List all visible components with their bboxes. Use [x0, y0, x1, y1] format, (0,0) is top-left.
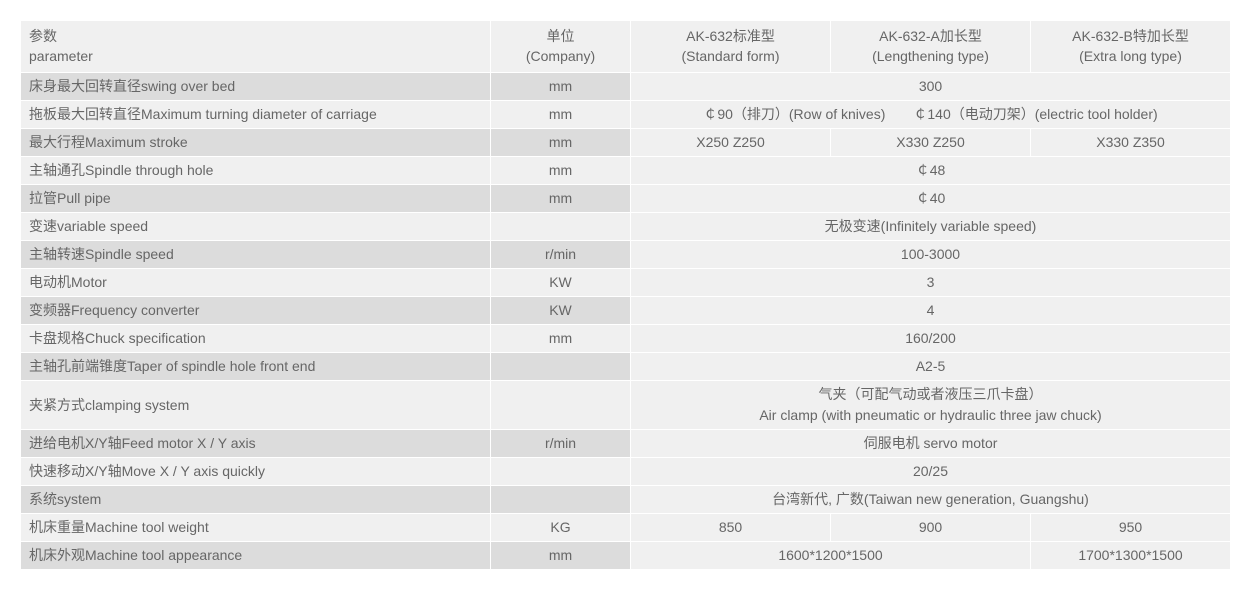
param-cell: 主轴通孔Spindle through hole	[21, 157, 491, 185]
value-line1: 气夹（可配气动或者液压三爪卡盘）	[819, 386, 1043, 402]
table-row: 变频器Frequency converter KW 4	[21, 297, 1231, 325]
value-cell: 900	[831, 514, 1031, 542]
unit-cell: KW	[491, 297, 631, 325]
header-col3: AK-632-B特加长型 (Extra long type)	[1031, 21, 1231, 73]
header-col1-en: (Standard form)	[681, 48, 779, 64]
value-cell: 4	[631, 297, 1231, 325]
table-row: 电动机Motor KW 3	[21, 269, 1231, 297]
header-param-cn: 参数	[29, 28, 57, 44]
table-row: 主轴孔前端锥度Taper of spindle hole front end A…	[21, 353, 1231, 381]
param-cell: 卡盘规格Chuck specification	[21, 325, 491, 353]
value-cell: 160/200	[631, 325, 1231, 353]
param-cell: 最大行程Maximum stroke	[21, 129, 491, 157]
unit-cell: mm	[491, 325, 631, 353]
header-unit: 单位 (Company)	[491, 21, 631, 73]
table-row: 夹紧方式clamping system 气夹（可配气动或者液压三爪卡盘） Air…	[21, 381, 1231, 430]
table-row: 拉管Pull pipe mm ￠40	[21, 185, 1231, 213]
value-cell: 3	[631, 269, 1231, 297]
param-cell: 主轴孔前端锥度Taper of spindle hole front end	[21, 353, 491, 381]
unit-cell: mm	[491, 157, 631, 185]
param-cell: 主轴转速Spindle speed	[21, 241, 491, 269]
unit-cell: mm	[491, 542, 631, 570]
table-row: 主轴通孔Spindle through hole mm ￠48	[21, 157, 1231, 185]
param-cell: 夹紧方式clamping system	[21, 381, 491, 430]
param-cell: 拖板最大回转直径Maximum turning diameter of carr…	[21, 101, 491, 129]
table-row: 主轴转速Spindle speed r/min 100-3000	[21, 241, 1231, 269]
param-cell: 进给电机X/Y轴Feed motor X / Y axis	[21, 430, 491, 458]
param-cell: 快速移动X/Y轴Move X / Y axis quickly	[21, 458, 491, 486]
table-row: 机床外观Machine tool appearance mm 1600*1200…	[21, 542, 1231, 570]
table-row: 拖板最大回转直径Maximum turning diameter of carr…	[21, 101, 1231, 129]
header-col3-en: (Extra long type)	[1079, 48, 1182, 64]
unit-cell: mm	[491, 73, 631, 101]
value-cell: X330 Z350	[1031, 129, 1231, 157]
value-cell: X330 Z250	[831, 129, 1031, 157]
header-col2-cn: AK-632-A加长型	[879, 28, 982, 44]
table-row: 机床重量Machine tool weight KG 850 900 950	[21, 514, 1231, 542]
header-param: 参数 parameter	[21, 21, 491, 73]
param-cell: 拉管Pull pipe	[21, 185, 491, 213]
header-col1-cn: AK-632标准型	[686, 28, 775, 44]
value-cell: A2-5	[631, 353, 1231, 381]
value-cell: 850	[631, 514, 831, 542]
table-header-row: 参数 parameter 单位 (Company) AK-632标准型 (Sta…	[21, 21, 1231, 73]
value-cell: 无极变速(Infinitely variable speed)	[631, 213, 1231, 241]
value-cell: 1700*1300*1500	[1031, 542, 1231, 570]
value-cell: 气夹（可配气动或者液压三爪卡盘） Air clamp (with pneumat…	[631, 381, 1231, 430]
param-cell: 变速variable speed	[21, 213, 491, 241]
param-cell: 机床重量Machine tool weight	[21, 514, 491, 542]
unit-cell: mm	[491, 101, 631, 129]
unit-cell	[491, 486, 631, 514]
unit-cell: KW	[491, 269, 631, 297]
value-cell: ￠48	[631, 157, 1231, 185]
header-col1: AK-632标准型 (Standard form)	[631, 21, 831, 73]
spec-table: 参数 parameter 单位 (Company) AK-632标准型 (Sta…	[20, 20, 1231, 570]
unit-cell	[491, 353, 631, 381]
unit-cell: mm	[491, 129, 631, 157]
unit-cell: mm	[491, 185, 631, 213]
value-cell: 300	[631, 73, 1231, 101]
unit-cell	[491, 458, 631, 486]
table-row: 系统system 台湾新代, 广数(Taiwan new generation,…	[21, 486, 1231, 514]
table-row: 变速variable speed 无极变速(Infinitely variabl…	[21, 213, 1231, 241]
value-cell: 1600*1200*1500	[631, 542, 1031, 570]
param-cell: 机床外观Machine tool appearance	[21, 542, 491, 570]
value-cell: ￠90（排刀）(Row of knives) ￠140（电动刀架）(electr…	[631, 101, 1231, 129]
value-cell: 伺服电机 servo motor	[631, 430, 1231, 458]
table-row: 快速移动X/Y轴Move X / Y axis quickly 20/25	[21, 458, 1231, 486]
param-cell: 电动机Motor	[21, 269, 491, 297]
table-row: 进给电机X/Y轴Feed motor X / Y axis r/min 伺服电机…	[21, 430, 1231, 458]
unit-cell: r/min	[491, 241, 631, 269]
header-col2-en: (Lengthening type)	[872, 48, 989, 64]
table-row: 卡盘规格Chuck specification mm 160/200	[21, 325, 1231, 353]
value-line2: Air clamp (with pneumatic or hydraulic t…	[759, 407, 1101, 423]
header-param-en: parameter	[29, 48, 93, 64]
value-cell: 100-3000	[631, 241, 1231, 269]
value-cell: X250 Z250	[631, 129, 831, 157]
unit-cell: r/min	[491, 430, 631, 458]
header-col3-cn: AK-632-B特加长型	[1072, 28, 1189, 44]
header-unit-cn: 单位	[547, 28, 575, 44]
value-cell: ￠40	[631, 185, 1231, 213]
unit-cell	[491, 381, 631, 430]
header-unit-en: (Company)	[526, 48, 595, 64]
value-cell: 台湾新代, 广数(Taiwan new generation, Guangshu…	[631, 486, 1231, 514]
header-col2: AK-632-A加长型 (Lengthening type)	[831, 21, 1031, 73]
table-row: 最大行程Maximum stroke mm X250 Z250 X330 Z25…	[21, 129, 1231, 157]
table-row: 床身最大回转直径swing over bed mm 300	[21, 73, 1231, 101]
unit-cell	[491, 213, 631, 241]
unit-cell: KG	[491, 514, 631, 542]
value-cell: 20/25	[631, 458, 1231, 486]
param-cell: 床身最大回转直径swing over bed	[21, 73, 491, 101]
param-cell: 系统system	[21, 486, 491, 514]
value-cell: 950	[1031, 514, 1231, 542]
param-cell: 变频器Frequency converter	[21, 297, 491, 325]
